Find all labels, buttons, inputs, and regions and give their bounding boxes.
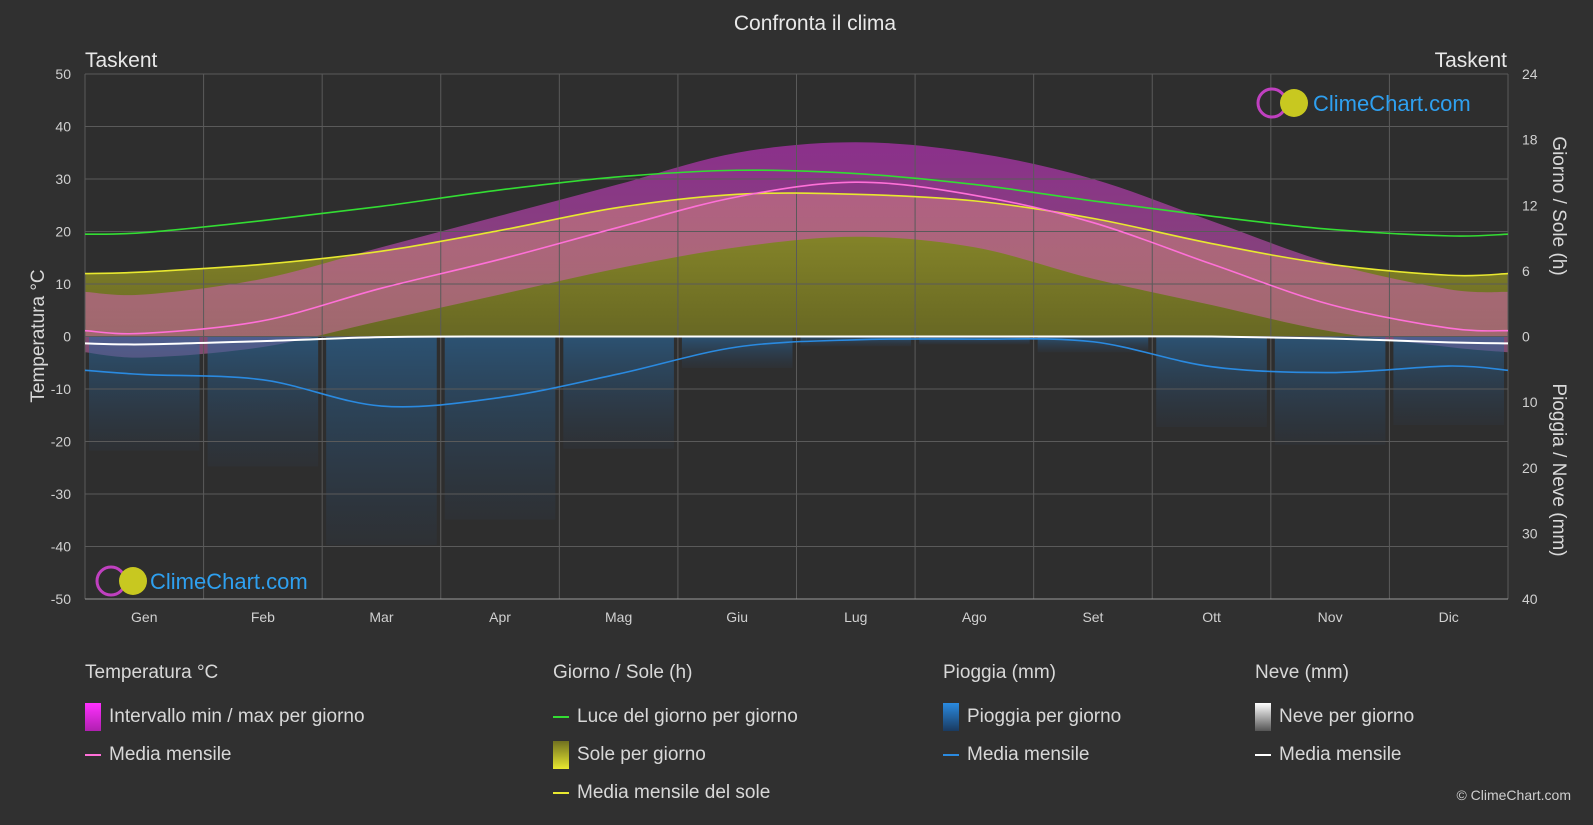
rain-bar-Gen	[89, 336, 200, 451]
legend-header-rain: Pioggia (mm)	[943, 662, 1056, 683]
y-left-tick-label: -10	[51, 381, 71, 397]
y-left-tick-label: 0	[63, 329, 71, 345]
brand-text-top: ClimeChart.com	[1313, 91, 1471, 116]
y-left-tick-label: 30	[55, 171, 71, 187]
rain-bar-Feb	[207, 336, 319, 467]
legend-item-sunshine: Sole per giorno	[553, 736, 798, 774]
y-right-top-tick-label: 12	[1522, 197, 1538, 213]
rain-bar-Apr	[444, 336, 556, 520]
legend-item-snow-daily: Neve per giorno	[1255, 698, 1414, 736]
location-right: Taskent	[1435, 49, 1508, 72]
x-tick-label: Giu	[726, 609, 748, 625]
brand-logo-bottom: ClimeChart.com	[95, 565, 308, 597]
y-right-top-label: Giorno / Sole (h)	[1548, 136, 1569, 275]
x-tick-label: Ago	[962, 609, 987, 625]
legend-item-rain-mean: Media mensile	[943, 736, 1121, 774]
chart-lines	[84, 169, 1509, 408]
y-left-tick-label: -50	[51, 591, 71, 607]
y-left-tick-label: 50	[55, 66, 71, 82]
y-right-bottom-tick-label: 10	[1522, 394, 1538, 410]
legend-item-rain-daily: Pioggia per giorno	[943, 698, 1121, 736]
x-tick-label: Dic	[1439, 609, 1459, 625]
x-tick-label: Mag	[605, 609, 632, 625]
y-left-tick-label: -20	[51, 434, 71, 450]
legend-header-sun: Giorno / Sole (h)	[553, 662, 693, 683]
daylight-line	[84, 169, 1509, 237]
legend-sun: Giorno / Sole (h) Luce del giorno per gi…	[553, 662, 798, 812]
rain-bar-Lug	[800, 336, 912, 347]
y-left-label: Temperatura °C	[28, 269, 49, 402]
legend-temperature: Temperatura °C Intervallo min / max per …	[85, 662, 365, 774]
rain-bar-Nov	[1274, 336, 1386, 445]
rain-bar-Mar	[326, 336, 437, 546]
x-tick-label: Lug	[844, 609, 867, 625]
legend-item-temp-range: Intervallo min / max per giorno	[85, 698, 365, 736]
x-tick-label: Apr	[489, 609, 511, 625]
x-tick-label: Ott	[1202, 609, 1221, 625]
legend-item-sun-mean: Media mensile del sole	[553, 774, 798, 812]
brand-logo-top: ClimeChart.com	[1256, 87, 1471, 119]
y-left-tick-label: -30	[51, 486, 71, 502]
chart-title: Confronta il clima	[734, 12, 897, 35]
legend-item-temp-mean: Media mensile	[85, 736, 365, 774]
copyright: © ClimeChart.com	[1456, 787, 1571, 803]
temp-mean-line	[84, 181, 1509, 335]
x-tick-label: Nov	[1318, 609, 1343, 625]
rain-bar-Giu	[681, 336, 793, 368]
y-left-tick-label: 40	[55, 119, 71, 135]
y-right-bottom-tick-label: 20	[1522, 460, 1538, 476]
legend-snow: Neve (mm) Neve per giorno Media mensile	[1255, 662, 1414, 774]
rain-bar-Mag	[563, 336, 674, 449]
legend-header-temperature: Temperatura °C	[85, 662, 219, 683]
location-left: Taskent	[85, 49, 158, 72]
logo-sun-icon	[119, 567, 147, 595]
logo-sun-icon	[1280, 89, 1308, 117]
x-tick-label: Set	[1082, 609, 1103, 625]
rain-bar-Ott	[1156, 336, 1267, 428]
rain-bar-Dic	[1393, 336, 1504, 426]
y-right-top-tick-label: 0	[1522, 329, 1530, 345]
x-tick-label: Mar	[369, 609, 393, 625]
rain-bar-Ago	[919, 336, 1030, 345]
y-right-bottom-tick-label: 30	[1522, 525, 1538, 541]
brand-text-bottom: ClimeChart.com	[150, 569, 308, 594]
y-right-top-tick-label: 6	[1522, 263, 1530, 279]
y-right-top-tick-label: 18	[1522, 132, 1538, 148]
y-left-tick-label: -40	[51, 539, 71, 555]
y-left-tick-label: 10	[55, 276, 71, 292]
y-right-bottom-label: Pioggia / Neve (mm)	[1548, 383, 1569, 556]
chart-axes: 50 40 30 20 10 0 -10 -20 -30 -40 -50 24 18 12 6 0 10 20 30…	[51, 66, 1538, 625]
legend-rain: Pioggia (mm) Pioggia per giorno Media me…	[943, 662, 1121, 774]
rain-mean-line	[84, 338, 1509, 408]
x-tick-label: Feb	[251, 609, 275, 625]
legend-header-snow: Neve (mm)	[1255, 662, 1349, 683]
snow-mean-line	[84, 335, 1509, 346]
legend-item-daylight: Luce del giorno per giorno	[553, 698, 798, 736]
y-left-tick-label: 20	[55, 224, 71, 240]
climate-chart: Confronta il clima Taskent Taskent 50 40 3…	[28, 12, 1569, 625]
y-right-bottom-tick-label: 40	[1522, 591, 1538, 607]
sun-mean-line	[84, 192, 1509, 277]
legend-item-snow-mean: Media mensile	[1255, 736, 1414, 774]
y-right-top-tick-label: 24	[1522, 66, 1538, 82]
x-tick-label: Gen	[131, 609, 157, 625]
